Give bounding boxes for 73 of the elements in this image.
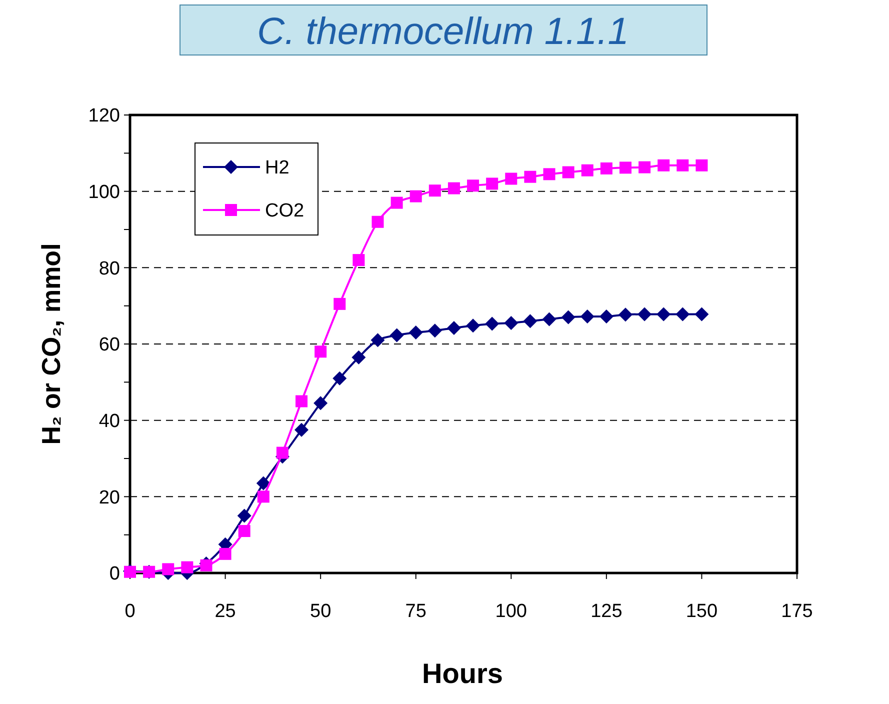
point — [332, 371, 347, 386]
x-tick-label: 75 — [405, 601, 426, 622]
point — [486, 178, 498, 190]
point — [237, 508, 252, 523]
y-tick-label: 100 — [88, 182, 120, 203]
point — [162, 563, 174, 576]
point — [352, 254, 365, 266]
y-tick-label: 60 — [98, 334, 120, 356]
point — [523, 314, 538, 328]
point — [428, 184, 441, 197]
legend-label: H2 — [265, 158, 290, 179]
point — [581, 164, 594, 176]
x-tick-label: 25 — [214, 601, 236, 622]
point — [466, 318, 480, 333]
point — [561, 310, 576, 324]
x-tick-label: 0 — [124, 601, 136, 622]
point — [467, 180, 480, 192]
point — [696, 159, 708, 172]
point — [276, 446, 288, 459]
point — [390, 328, 404, 342]
y-tick-label: 40 — [98, 410, 120, 432]
point — [542, 312, 556, 326]
y-tick-label: 120 — [88, 106, 120, 127]
y-tick-label: 0 — [109, 564, 120, 585]
y-axis-title: H₂ or CO₂, mmol — [36, 243, 66, 445]
point — [256, 476, 270, 490]
point — [580, 310, 594, 324]
point — [314, 346, 327, 358]
point — [694, 307, 709, 322]
point — [296, 395, 308, 408]
point — [618, 308, 632, 322]
y-tick-label: 80 — [98, 258, 120, 280]
point — [504, 316, 518, 330]
point — [562, 166, 574, 178]
point — [485, 316, 500, 331]
point — [408, 326, 423, 340]
x-axis-title: Hours — [422, 658, 503, 689]
point — [638, 161, 651, 174]
y-tick-label: 20 — [98, 487, 120, 508]
point — [524, 170, 536, 183]
point — [200, 559, 212, 572]
point — [257, 490, 270, 503]
point — [600, 162, 612, 174]
point — [352, 350, 366, 364]
legend-label: CO2 — [265, 200, 304, 222]
point — [372, 216, 384, 228]
point — [294, 422, 309, 437]
point — [370, 333, 385, 348]
point — [219, 548, 232, 560]
point — [410, 190, 422, 202]
point — [619, 162, 632, 174]
point — [181, 561, 194, 574]
x-tick-label: 100 — [495, 601, 527, 622]
point — [505, 172, 518, 185]
point — [676, 159, 689, 172]
x-tick-label: 125 — [590, 601, 622, 622]
point — [390, 196, 403, 209]
chart-title: C. thermocellum 1.1.1 — [257, 11, 629, 53]
point — [599, 310, 614, 324]
x-tick-label: 50 — [310, 601, 332, 622]
point — [658, 159, 670, 172]
x-tick-label: 175 — [781, 601, 813, 622]
point — [543, 168, 556, 180]
point — [676, 307, 690, 322]
point — [314, 396, 328, 410]
point — [656, 307, 671, 322]
point — [448, 182, 460, 194]
point — [638, 307, 652, 322]
x-tick-label: 150 — [686, 601, 718, 622]
point — [446, 320, 461, 335]
point — [238, 525, 250, 538]
point — [428, 324, 442, 338]
point — [334, 298, 346, 310]
